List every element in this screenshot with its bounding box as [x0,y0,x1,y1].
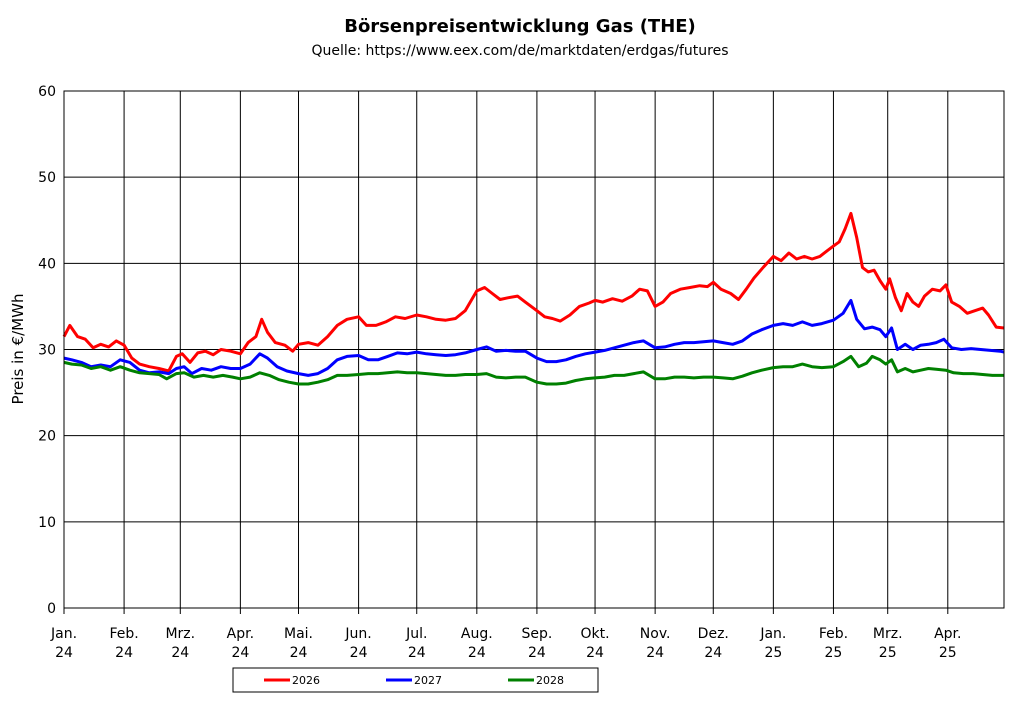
x-tick-month: Apr. [934,626,961,642]
legend-box [232,667,599,693]
y-tick-label: 20 [38,429,56,445]
x-tick-month: Dez. [698,626,729,642]
y-axis-ticks: 0 10 20 30 40 50 60 [38,84,56,617]
x-tick-month: Okt. [581,626,610,642]
x-tick-year: 25 [939,645,957,661]
y-tick-label: 60 [38,84,56,100]
x-tick-year: 24 [528,645,546,661]
x-tick-month: Apr. [227,626,254,642]
legend-label-2026: 2026 [292,674,320,687]
legend: 2026 2027 2028 [232,667,599,693]
y-tick-label: 10 [38,515,56,531]
y-tick-label: 40 [38,256,56,272]
plot-frame [63,90,1005,609]
x-tick-month: Feb. [819,626,848,642]
y-tick-label: 0 [47,601,56,617]
chart-title: Börsenpreisentwicklung Gas (THE) [344,16,696,37]
x-tick-month: Jun. [344,626,371,642]
x-tick-year: 24 [704,645,722,661]
x-tick-year: 24 [115,645,133,661]
x-tick-month: Feb. [109,626,138,642]
x-tick-year: 24 [55,645,73,661]
y-tick-label: 50 [38,170,56,186]
x-tick-year: 24 [586,645,604,661]
x-tick-month: Mrz. [873,626,903,642]
x-tick-month: Jan. [759,626,786,642]
series-line-2026 [62,211,1005,373]
x-tick-month: Mai. [284,626,313,642]
x-tick-year: 24 [350,645,368,661]
legend-label-2028: 2028 [536,674,564,687]
x-tick-year: 24 [231,645,249,661]
legend-label-2027: 2027 [414,674,442,687]
x-tick-year: 25 [764,645,782,661]
series-line-2028 [63,354,1004,386]
series-lines [62,211,1005,386]
x-tick-month: Jul. [405,626,427,642]
x-tick-month: Jan. [50,626,77,642]
x-tick-year: 24 [468,645,486,661]
x-tick-year: 25 [879,645,897,661]
y-tick-label: 30 [38,343,56,359]
x-tick-year: 24 [408,645,426,661]
x-axis-ticks: Jan. 24 Feb. 24 Mrz. 24 Apr. 24 Mai. 24 Jun. 24 Jul.… [50,608,961,661]
x-tick-year: 24 [171,645,189,661]
x-tick-month: Sep. [521,626,552,642]
chart-subtitle: Quelle: https://www.eex.com/de/marktdate… [311,43,728,59]
x-tick-year: 24 [290,645,308,661]
x-tick-month: Mrz. [165,626,195,642]
x-tick-month: Aug. [461,626,493,642]
x-tick-year: 24 [646,645,664,661]
x-tick-year: 25 [825,645,843,661]
series-line-2027 [63,298,1005,377]
y-axis-label: Preis in €/MWh [9,294,27,405]
x-tick-month: Nov. [640,626,671,642]
